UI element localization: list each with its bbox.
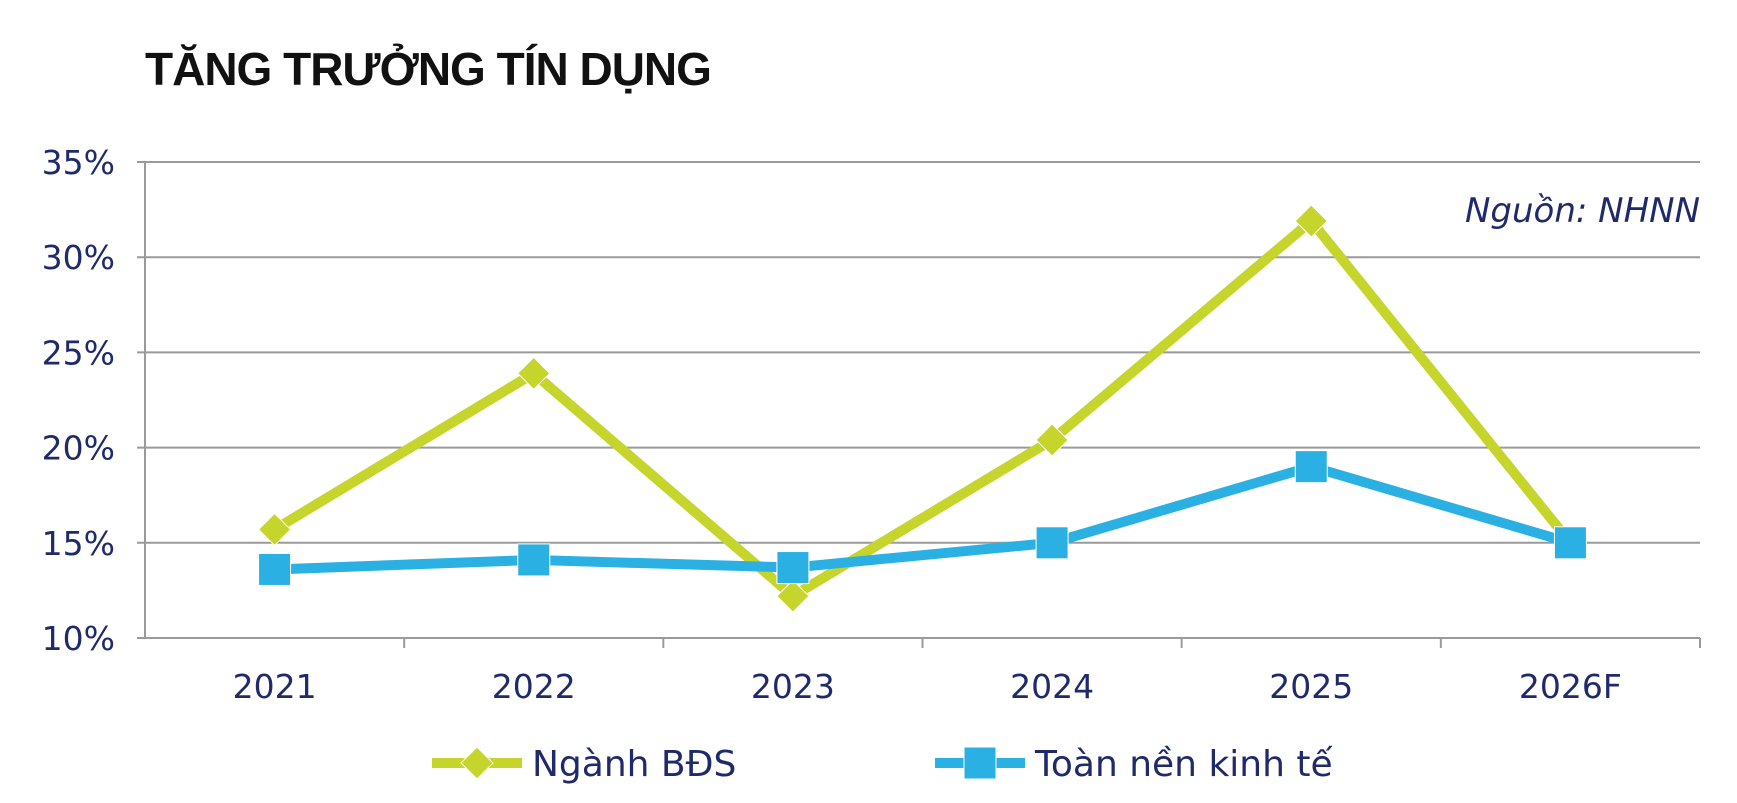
- y-tick-label: 35%: [42, 143, 115, 182]
- legend-label: Toàn nền kinh tế: [1034, 744, 1333, 785]
- legend-marker-diamond: [460, 746, 494, 780]
- chart-title: TĂNG TRƯỞNG TÍN DỤNG: [145, 43, 711, 95]
- data-point-diamond: [257, 512, 292, 547]
- series-lines: [257, 204, 1588, 613]
- data-point-diamond: [1035, 423, 1069, 457]
- series-line-0: [272, 216, 1575, 602]
- data-point-square: [1294, 450, 1328, 484]
- y-axis-ticks: 35% 30% 25% 20% 15% 10%: [42, 143, 115, 658]
- x-tick-label: 2022: [492, 667, 576, 706]
- y-tick-label: 10%: [42, 619, 115, 658]
- data-point-square: [517, 543, 551, 577]
- y-tick-label: 25%: [42, 333, 115, 372]
- data-point-square: [1035, 526, 1069, 560]
- y-tick-label: 20%: [42, 429, 115, 468]
- data-point-square: [258, 552, 292, 586]
- legend-label: Ngành BĐS: [532, 744, 736, 785]
- x-tick-label: 2021: [233, 667, 317, 706]
- grid-lines: [137, 161, 1700, 639]
- source-note: Nguồn: NHNN: [1465, 191, 1700, 231]
- y-tick-label: 15%: [42, 524, 115, 563]
- x-tick-label: 2023: [751, 667, 835, 706]
- y-tick-label: 30%: [42, 238, 115, 277]
- data-point-square: [1553, 526, 1587, 560]
- series-line-1: [274, 461, 1572, 575]
- data-point-square: [776, 551, 810, 585]
- data-point-diamond: [517, 356, 551, 391]
- x-axis-ticks: 2021 2022 2023 2024 2025 2026F: [233, 667, 1622, 706]
- x-tick-label: 2026F: [1519, 667, 1622, 706]
- data-point-diamond: [776, 579, 810, 613]
- axes: [144, 162, 1701, 648]
- data-point-diamond: [1294, 204, 1328, 238]
- legend: Ngành BĐS Toàn nền kinh tế: [432, 744, 1333, 785]
- x-tick-label: 2024: [1010, 667, 1094, 706]
- x-tick-label: 2025: [1269, 667, 1353, 706]
- legend-marker-square: [963, 746, 997, 780]
